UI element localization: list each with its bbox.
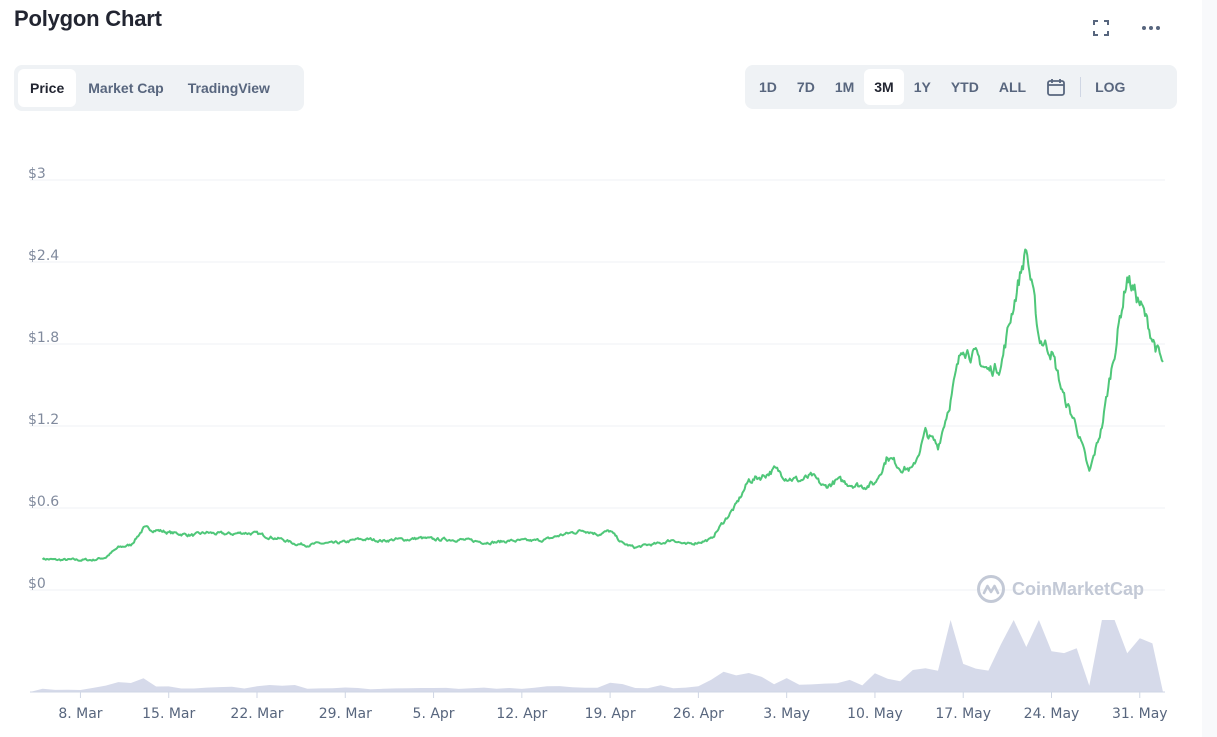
watermark: CoinMarketCap bbox=[976, 574, 1144, 604]
log-scale-button[interactable]: LOG bbox=[1095, 79, 1126, 95]
y-tick-label: $0 bbox=[28, 576, 46, 592]
range-1d-button[interactable]: 1D bbox=[759, 79, 777, 95]
volume-area bbox=[30, 620, 1163, 692]
divider bbox=[1080, 77, 1082, 97]
page-title: Polygon Chart bbox=[14, 6, 162, 31]
range-3m-button[interactable]: 3M bbox=[864, 69, 904, 105]
x-tick-label: 10. May bbox=[847, 706, 903, 722]
watermark-text: CoinMarketCap bbox=[1012, 578, 1145, 599]
x-tick-label: 31. May bbox=[1112, 706, 1168, 722]
y-tick-label: $0.6 bbox=[28, 494, 59, 510]
x-tick-label: 26. Apr bbox=[673, 706, 724, 722]
date-picker-button[interactable] bbox=[1036, 69, 1076, 105]
tab-price[interactable]: Price bbox=[18, 69, 77, 107]
scrollbar-track bbox=[1202, 0, 1217, 737]
price-series-line bbox=[41, 248, 1164, 562]
tab-tradingview[interactable]: TradingView bbox=[187, 80, 270, 96]
x-tick-label: 12. Apr bbox=[496, 706, 547, 722]
fullscreen-button[interactable] bbox=[1087, 14, 1115, 42]
y-tick-label: $1.2 bbox=[28, 412, 59, 428]
range-1y-button[interactable]: 1Y bbox=[913, 79, 931, 95]
x-tick-label: 17. May bbox=[935, 706, 991, 722]
y-tick-label: $3 bbox=[28, 166, 46, 182]
x-tick-label: 22. Mar bbox=[230, 706, 283, 722]
chart-type-tabs: Price Market Cap TradingView bbox=[14, 65, 304, 111]
x-tick-label: 3. May bbox=[763, 706, 810, 722]
fullscreen-icon bbox=[1093, 20, 1109, 36]
x-tick-label: 8. Mar bbox=[58, 706, 102, 722]
x-tick-label: 5. Apr bbox=[413, 706, 455, 722]
time-range-selector: 1D 7D 1M 3M 1Y YTD ALL LOG bbox=[745, 65, 1177, 109]
range-1m-button[interactable]: 1M bbox=[834, 79, 855, 95]
y-tick-label: $2.4 bbox=[28, 248, 59, 264]
y-tick-label: $1.8 bbox=[28, 330, 59, 346]
x-tick-label: 15. Mar bbox=[142, 706, 195, 722]
x-tick-label: 29. Mar bbox=[319, 706, 372, 722]
more-options-button[interactable] bbox=[1137, 14, 1165, 42]
range-all-button[interactable]: ALL bbox=[998, 79, 1027, 95]
x-tick-label: 19. Apr bbox=[585, 706, 636, 722]
more-icon bbox=[1142, 26, 1160, 30]
x-tick-label: 24. May bbox=[1024, 706, 1080, 722]
range-ytd-button[interactable]: YTD bbox=[950, 79, 979, 95]
coinmarketcap-logo-icon bbox=[977, 575, 1005, 603]
calendar-icon bbox=[1047, 79, 1065, 96]
range-7d-button[interactable]: 7D bbox=[796, 79, 815, 95]
tab-market-cap[interactable]: Market Cap bbox=[88, 80, 164, 96]
